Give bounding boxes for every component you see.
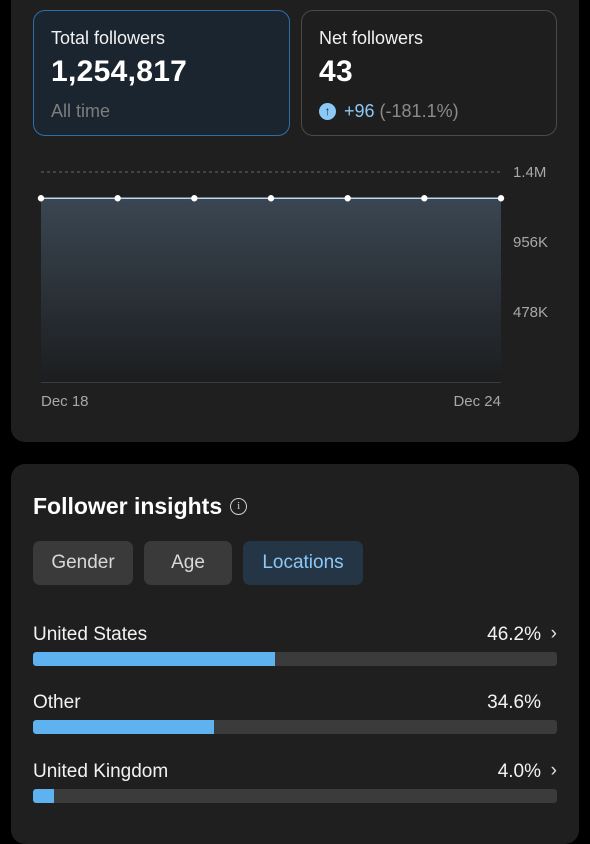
location-bar-fill: [33, 720, 214, 734]
location-bar-track: [33, 789, 557, 803]
chevron-right-icon: ›: [551, 760, 557, 782]
location-row-other: Other 34.6%: [33, 692, 557, 752]
location-bar-track: [33, 720, 557, 734]
net-followers-value: 43: [319, 55, 539, 89]
chevron-right-icon: ›: [551, 623, 557, 645]
arrow-up-circle-icon: ↑: [319, 103, 336, 120]
total-followers-label: Total followers: [51, 28, 272, 49]
total-followers-sub: All time: [51, 101, 272, 122]
location-name: United Kingdom: [33, 761, 168, 783]
insights-title: Follower insights: [33, 493, 222, 520]
net-followers-change: ↑ +96 (-181.1%): [319, 101, 539, 122]
location-percent: 46.2%: [487, 624, 541, 646]
location-row-united-states[interactable]: United States 46.2% ›: [33, 624, 557, 684]
location-percent: 4.0%: [498, 761, 541, 783]
net-followers-delta: +96: [344, 101, 375, 122]
location-row-united-kingdom[interactable]: United Kingdom 4.0% ›: [33, 761, 557, 821]
net-followers-label: Net followers: [319, 28, 539, 49]
info-icon[interactable]: i: [230, 498, 247, 515]
tab-locations[interactable]: Locations: [243, 541, 363, 585]
net-followers-delta-pct: (-181.1%): [380, 101, 459, 122]
location-bar-fill: [33, 789, 54, 803]
tab-age[interactable]: Age: [144, 541, 232, 585]
location-bar-fill: [33, 652, 275, 666]
total-followers-card[interactable]: Total followers 1,254,817 All time: [33, 10, 290, 136]
location-percent: 34.6%: [487, 692, 541, 714]
insights-heading: Follower insights i: [33, 493, 247, 520]
location-name: Other: [33, 692, 81, 714]
total-followers-value: 1,254,817: [51, 55, 272, 89]
net-followers-card[interactable]: Net followers 43 ↑ +96 (-181.1%): [301, 10, 557, 136]
location-bar-track: [33, 652, 557, 666]
location-name: United States: [33, 624, 147, 646]
tab-gender[interactable]: Gender: [33, 541, 133, 585]
